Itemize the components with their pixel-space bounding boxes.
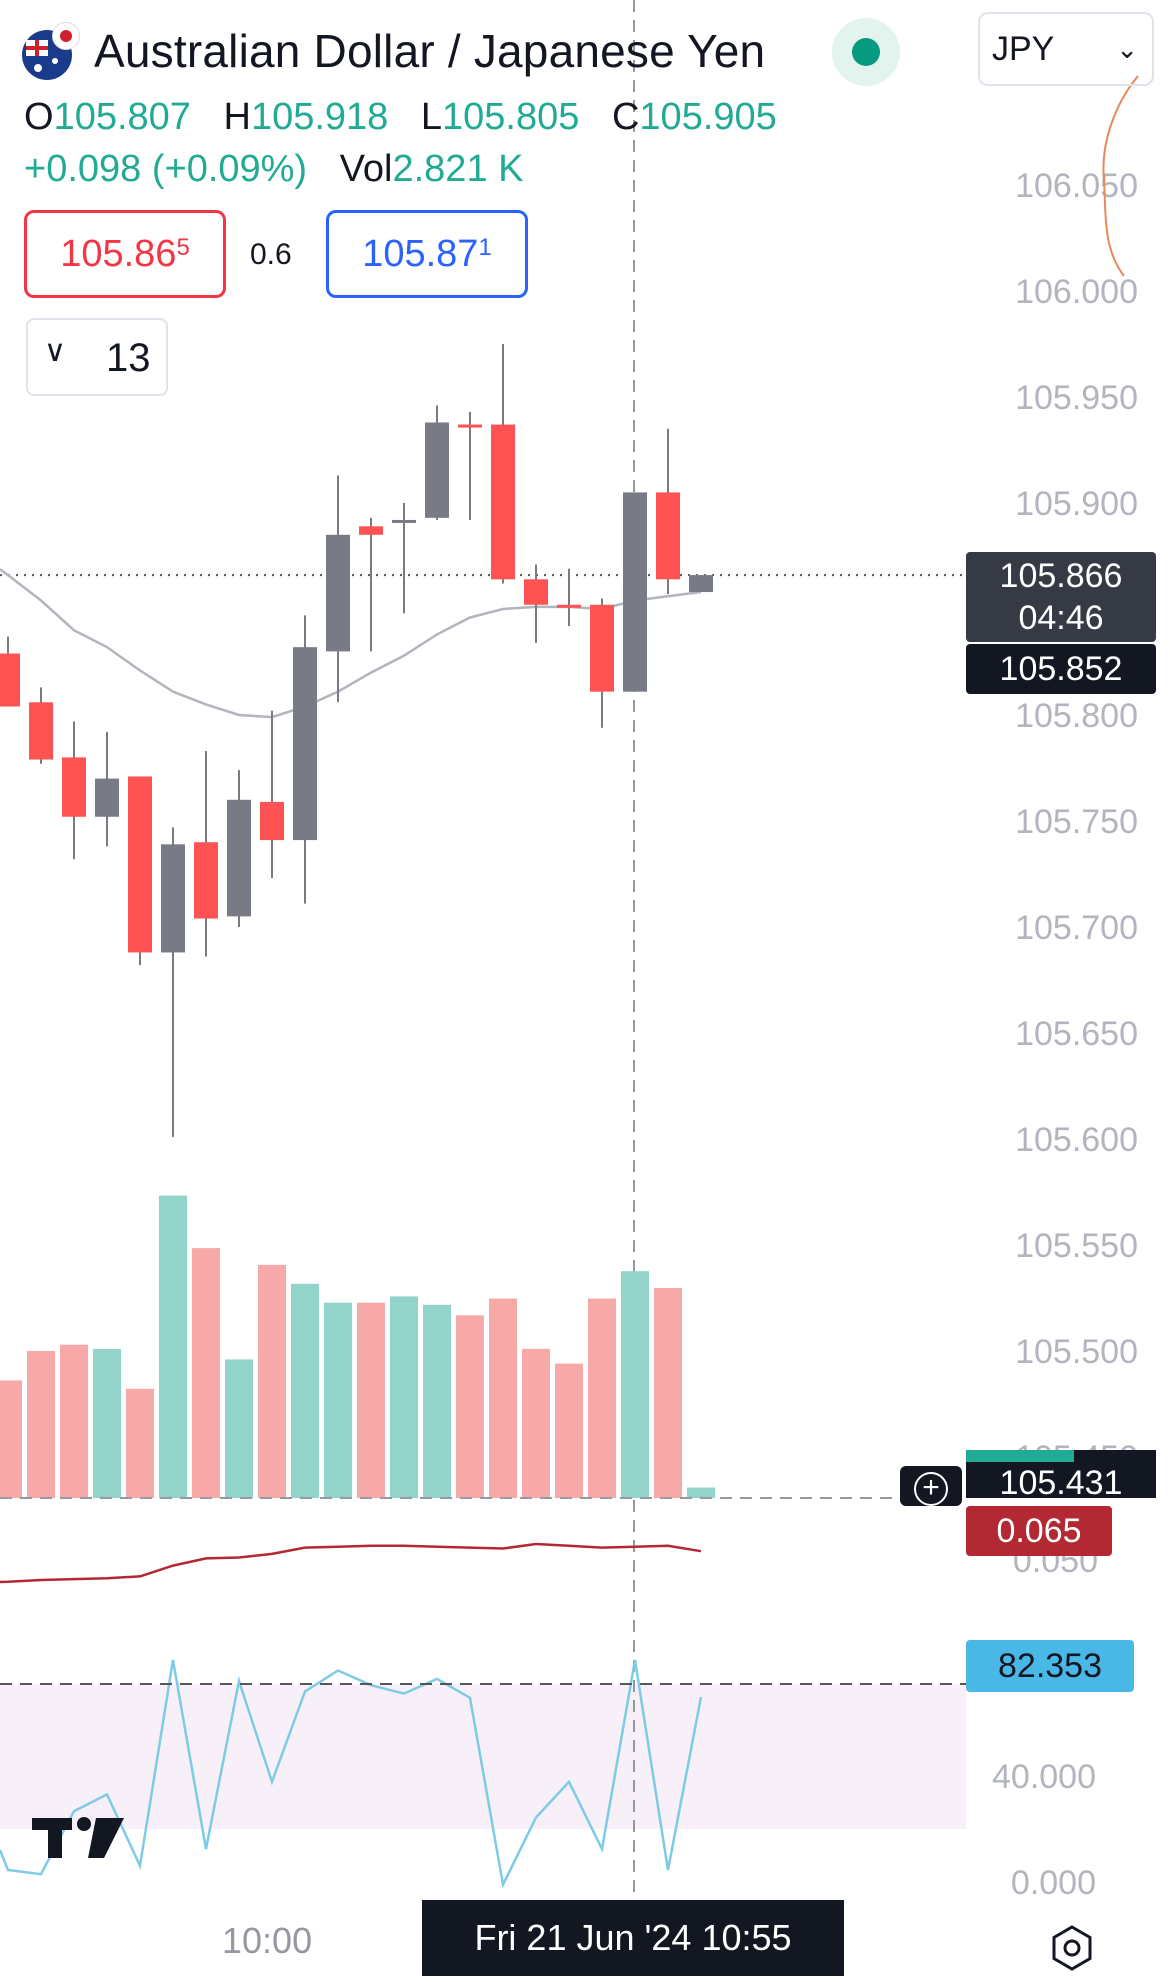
volume-bar <box>258 1264 286 1498</box>
change-value: +0.098 (+0.09%) <box>24 148 308 190</box>
add-indicator-button[interactable]: + <box>900 1466 962 1506</box>
ohlc-legend: O105.807 H105.918 L105.805 C105.905 <box>24 96 777 138</box>
spread-value: 0.6 <box>250 238 292 271</box>
volume-bar <box>60 1344 88 1498</box>
volume-bar <box>489 1298 517 1498</box>
volume-bar <box>522 1348 550 1498</box>
candle-body <box>689 575 713 593</box>
volume-bar <box>27 1351 55 1498</box>
indicator1-value-tag: 0.065 <box>966 1506 1112 1556</box>
price-axis-label: 105.600 <box>1015 1121 1138 1159</box>
candle-body <box>656 492 680 580</box>
candle-body <box>524 579 548 605</box>
price-axis-label: 105.900 <box>1015 485 1138 523</box>
price-axis-label: 106.050 <box>1015 167 1138 205</box>
candle-body <box>29 702 53 760</box>
volume-tag-accent <box>966 1450 1074 1462</box>
close-value: 105.905 <box>639 96 777 138</box>
price-axis-label: 105.500 <box>1015 1333 1138 1371</box>
volume-bar <box>456 1315 484 1498</box>
volume-bar <box>423 1304 451 1498</box>
volume-bar <box>159 1195 187 1498</box>
chevron-down-icon: ⌄ <box>1116 34 1138 64</box>
volume-bar <box>687 1487 715 1498</box>
indicator1-line <box>0 1542 702 1584</box>
candle-body <box>62 757 86 817</box>
annotation-stroke <box>1102 75 1139 277</box>
time-axis-label: 10:00 <box>222 1920 313 1961</box>
candle-body <box>359 526 383 535</box>
candle-body <box>623 492 647 692</box>
price-axis-label: 105.750 <box>1015 803 1138 841</box>
rsi-band <box>0 1684 966 1829</box>
open-value: 105.807 <box>53 96 191 138</box>
currency-select[interactable]: JPY ⌄ <box>978 12 1154 86</box>
candle-body <box>293 647 317 841</box>
candle-body <box>458 424 482 428</box>
candle-body <box>590 604 614 692</box>
currency-select-value: JPY <box>992 30 1055 68</box>
volume-bar <box>192 1248 220 1498</box>
price-axis-label: 105.550 <box>1015 1227 1138 1265</box>
candle-body <box>227 799 251 917</box>
price-axis-label: 105.950 <box>1015 379 1138 417</box>
volume-bar <box>654 1288 682 1498</box>
candle-body <box>557 604 581 608</box>
volume-bar <box>588 1298 616 1498</box>
japan-flag-icon <box>52 22 80 50</box>
volume-bar <box>93 1348 121 1498</box>
candle-body <box>260 801 284 841</box>
rsi-value-tag: 82.353 <box>966 1640 1134 1692</box>
indicator-count: 13 <box>106 336 151 380</box>
low-value: 105.805 <box>442 96 580 138</box>
rsi-axis-label: 0.000 <box>1011 1864 1096 1902</box>
price-axis-label: 105.650 <box>1015 1015 1138 1053</box>
candle-body <box>161 844 185 953</box>
volume-bar <box>555 1363 583 1498</box>
symbol-title[interactable]: Australian Dollar / Japanese Yen <box>94 25 766 77</box>
volume-tag: 105.431 <box>1000 1464 1123 1502</box>
crosshair-time-label: Fri 21 Jun '24 10:55 <box>422 1900 844 1976</box>
volume-bar <box>291 1283 319 1498</box>
chevron-down-icon: ∨ <box>44 335 66 368</box>
candle-body <box>95 778 119 817</box>
indicators-toggle-button[interactable]: ∨ 13 <box>26 318 168 396</box>
volume-bar <box>357 1302 385 1498</box>
candle-body <box>128 776 152 953</box>
ma-price-tag: 105.852 <box>966 644 1156 694</box>
bar-countdown: 04:46 <box>1018 599 1104 637</box>
volume-bar <box>0 1380 22 1498</box>
volume-bar <box>225 1359 253 1498</box>
volume-bar <box>126 1388 154 1498</box>
volume-bar <box>324 1302 352 1498</box>
volume-value: 2.821 K <box>392 148 524 190</box>
buy-button[interactable]: 105.871 <box>326 210 528 298</box>
plus-icon: + <box>914 1472 948 1506</box>
chart-settings-icon[interactable] <box>1048 1924 1096 1972</box>
tradingview-logo-icon <box>32 1817 124 1858</box>
price-axis-label: 105.800 <box>1015 697 1138 735</box>
price-axis-label: 105.700 <box>1015 909 1138 947</box>
current-price-tag: 105.866 04:46 <box>966 552 1156 642</box>
candle-body <box>425 422 449 518</box>
candle-body <box>491 424 515 580</box>
rsi-axis-label: 40.000 <box>992 1758 1096 1796</box>
candle-body <box>326 534 350 652</box>
sell-button[interactable]: 105.865 <box>24 210 226 298</box>
candle-body <box>0 653 20 707</box>
candle-body <box>392 519 416 523</box>
volume-bar <box>390 1296 418 1498</box>
rsi-line <box>0 1659 703 1889</box>
candle-body <box>194 842 218 919</box>
high-value: 105.918 <box>250 96 389 138</box>
price-axis-label: 106.000 <box>1015 273 1138 311</box>
market-status-icon[interactable] <box>832 18 900 86</box>
change-legend: +0.098 (+0.09%) Vol2.821 K <box>24 148 524 190</box>
volume-bar <box>621 1271 649 1498</box>
